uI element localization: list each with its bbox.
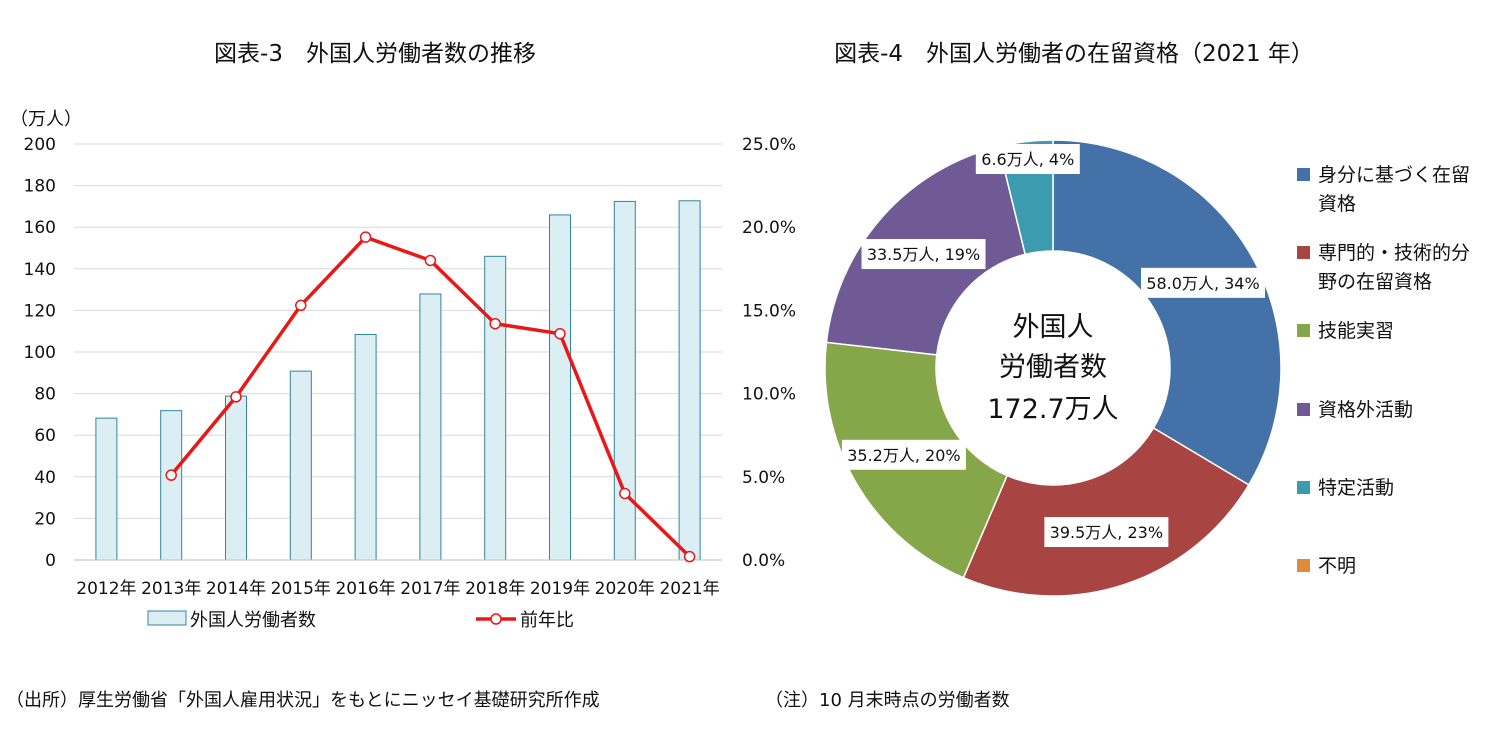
y-tick-label: 60: [34, 426, 56, 446]
legend-swatch: [1297, 324, 1310, 337]
y-tick-label: 180: [24, 177, 56, 197]
bar: [354, 334, 377, 561]
line-point: [683, 550, 696, 563]
legend-label: 技能実習: [1318, 320, 1394, 342]
y-tick-label: 200: [24, 135, 56, 155]
y2-tick-label: 10.0%: [742, 385, 796, 405]
y2-tick-label: 15.0%: [742, 301, 796, 321]
donut-data-labels: 58.0万人, 34% 39.5万人, 23% 35.2万人, 20% 33.5万人,…: [841, 144, 1266, 548]
donut-hole: [936, 251, 1170, 485]
center-label-line-1: 外国人: [1013, 312, 1094, 343]
y-tick-label: 40: [34, 468, 56, 488]
y2-tick-label: 25.0%: [742, 135, 796, 155]
bar: [613, 200, 636, 561]
x-tick-label: 2012年: [76, 579, 136, 599]
line-series: [165, 231, 696, 563]
y-tick-label: 120: [24, 301, 56, 321]
x-tick-label: 2019年: [530, 579, 590, 599]
y-tick-label: 160: [24, 218, 56, 238]
footnote: （注）10 月末時点の労働者数: [765, 690, 1010, 711]
bar: [484, 255, 507, 561]
legend-label: 野の在留資格: [1318, 271, 1432, 293]
legend-label: 身分に基づく在留: [1318, 164, 1470, 186]
line-point: [165, 469, 177, 481]
legend-label: 特定活動: [1318, 477, 1394, 499]
y-axis-unit-label: （万人）: [10, 109, 82, 130]
legend-swatch: [1297, 559, 1310, 572]
legend-label: 資格: [1318, 193, 1356, 215]
legend-swatch: [1297, 403, 1310, 416]
legend-label: 不明: [1318, 555, 1356, 577]
y2-tick-label: 0.0%: [742, 551, 785, 571]
data-label-box: [861, 239, 986, 270]
x-tick-label: 2014年: [206, 579, 266, 599]
bar-line-chart: 図表-3 外国人労働者数の推移 （万人） 0 20 40 60 80 100 120 140 1…: [10, 41, 796, 631]
data-label: 39.5万人, 23%: [1050, 523, 1163, 542]
center-label-line-2: 労働者数: [999, 352, 1107, 383]
y-tick-label: 140: [24, 260, 56, 280]
bar: [225, 395, 247, 561]
x-tick-label: 2013年: [141, 579, 201, 599]
legend-swatch: [1297, 481, 1310, 494]
data-label: 58.0万人, 34%: [1146, 274, 1259, 293]
bar: [289, 370, 312, 561]
line-point: [554, 327, 566, 340]
data-label-box: [975, 144, 1080, 175]
chart-legend: 外国人労働者数 前年比: [147, 610, 574, 631]
bar: [419, 293, 442, 561]
legend-label: 専門的・技術的分: [1318, 242, 1470, 264]
bar: [160, 410, 183, 561]
donut-chart: 図表-4 外国人労働者の在留資格（2021 年） 58.0万人, 34% 39.5…: [824, 41, 1470, 597]
line-point: [489, 317, 501, 330]
legend-swatch: [1297, 246, 1310, 259]
bar: [95, 417, 118, 561]
line-point: [619, 487, 631, 500]
y-tick-label: 80: [34, 385, 56, 405]
y2-tick-label: 20.0%: [742, 218, 796, 238]
line-point: [230, 391, 242, 403]
legend-swatch-bar: [147, 610, 187, 626]
bar: [549, 214, 571, 561]
legend-label-line: 前年比: [520, 610, 574, 631]
chart-title-right: 図表-4 外国人労働者の在留資格（2021 年）: [834, 41, 1314, 67]
y-axis-ticks: 0 20 40 60 80 100 120 140 160 180 200: [24, 135, 56, 571]
legend-label: 資格外活動: [1318, 399, 1413, 421]
bar-series: [95, 200, 701, 561]
line-point: [359, 231, 372, 243]
bar: [678, 200, 701, 561]
legend-marker-line: [490, 613, 502, 625]
legend-label-bar: 外国人労働者数: [190, 610, 316, 631]
data-label: 35.2万人, 20%: [847, 446, 960, 465]
chart-title-left: 図表-3 外国人労働者数の推移: [214, 41, 536, 67]
y-tick-label: 100: [24, 343, 56, 363]
x-tick-label: 2018年: [465, 579, 525, 599]
y-tick-label: 20: [34, 509, 56, 529]
line-point: [295, 299, 307, 312]
data-label: 6.6万人, 4%: [981, 150, 1074, 169]
data-label-box: [1044, 517, 1169, 548]
data-label: 33.5万人, 19%: [867, 245, 980, 264]
data-label-box: [841, 439, 966, 470]
x-tick-label: 2016年: [335, 579, 395, 599]
x-tick-label: 2021年: [659, 579, 719, 599]
line-point: [424, 254, 437, 267]
center-label-line-3: 172.7万人: [987, 394, 1118, 425]
source-note: （出所）厚生労働省「外国人雇用状況」をもとにニッセイ基礎研究所作成: [6, 690, 600, 711]
donut-center-label: 外国人 労働者数 172.7万人: [987, 312, 1118, 425]
x-tick-label: 2015年: [271, 579, 331, 599]
y-tick-label: 0: [45, 551, 56, 571]
x-tick-label: 2020年: [595, 579, 655, 599]
x-axis-ticks: 2012年 2013年 2014年 2015年 2016年 2017年 2018年 2019年…: [76, 579, 719, 599]
data-label-box: [1141, 267, 1266, 298]
y2-tick-label: 5.0%: [742, 468, 785, 488]
y2-axis-ticks: 0.0% 5.0% 10.0% 15.0% 20.0% 25.0%: [742, 135, 796, 571]
x-tick-label: 2017年: [400, 579, 460, 599]
legend-swatch: [1297, 168, 1310, 181]
